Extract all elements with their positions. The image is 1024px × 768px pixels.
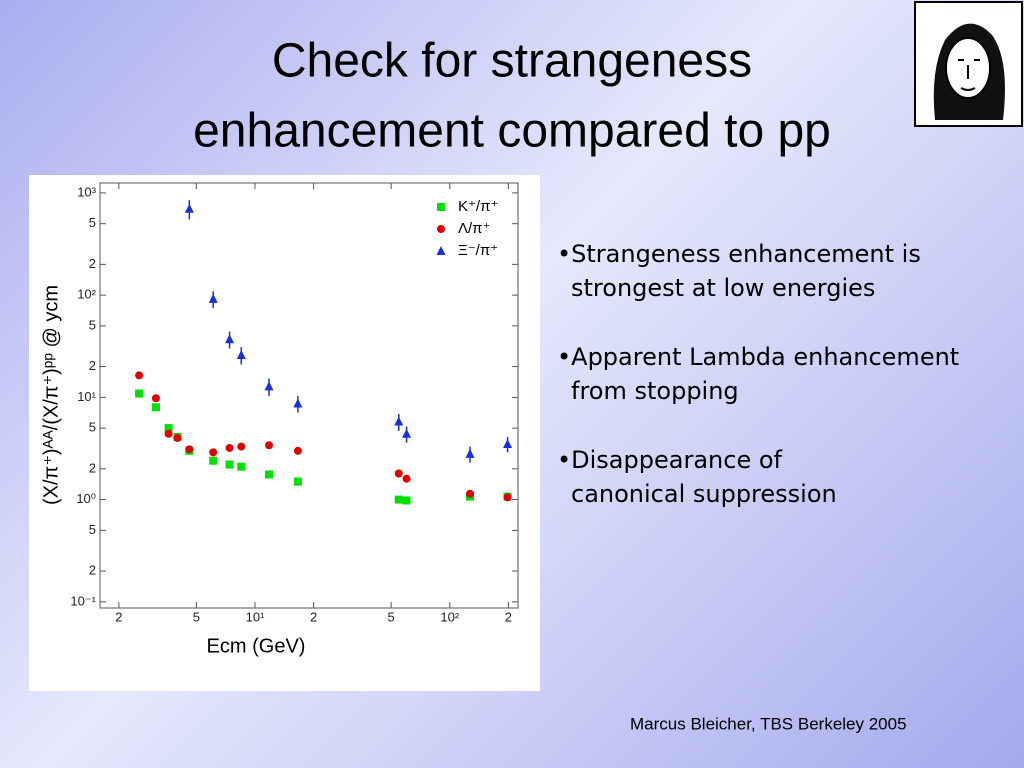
y-tick-label: 5 <box>89 522 96 537</box>
x-tick-label: 10² <box>440 609 459 624</box>
data-point <box>135 371 144 380</box>
bullet: •Strangeness enhancement is <box>557 240 921 268</box>
data-point <box>402 428 412 438</box>
legend-marker <box>437 225 445 233</box>
data-point <box>225 460 234 469</box>
y-tick-label: 10³ <box>77 184 96 199</box>
data-point <box>503 438 513 448</box>
data-point <box>402 474 411 483</box>
data-point <box>394 416 404 426</box>
y-axis-label: (X/π⁺)ᴬᴬ/(X/π⁺)ᵖᵖ @ ycm <box>40 285 62 505</box>
bullet: canonical suppression <box>571 480 837 508</box>
data-point <box>173 434 182 443</box>
y-tick-label: 2 <box>89 358 96 373</box>
slide-title: enhancement compared to pp <box>193 105 831 158</box>
bullet: •Apparent Lambda enhancement <box>557 343 959 371</box>
y-tick-label: 10⁻¹ <box>70 593 96 608</box>
bullet: •Disappearance of <box>557 446 783 474</box>
y-tick-label: 2 <box>89 256 96 271</box>
legend-label: Ξ⁻/π⁺ <box>458 242 498 259</box>
x-tick-label: 2 <box>505 609 512 624</box>
data-point <box>503 493 512 502</box>
x-tick-label: 10¹ <box>246 609 265 624</box>
data-point <box>293 398 303 408</box>
y-tick-label: 2 <box>89 562 96 577</box>
data-point <box>402 496 411 505</box>
legend-marker <box>437 203 445 211</box>
data-point <box>208 293 218 303</box>
data-point <box>225 334 235 344</box>
data-point <box>237 462 246 471</box>
portrait <box>914 1 1023 127</box>
bullet: strongest at low energies <box>571 274 875 302</box>
bullet: from stopping <box>571 377 739 405</box>
x-tick-label: 5 <box>388 609 395 624</box>
y-tick-label: 5 <box>89 317 96 332</box>
legend-label: Λ/π⁺ <box>458 220 490 237</box>
y-tick-label: 10¹ <box>77 389 96 404</box>
y-tick-label: 10⁰ <box>76 491 96 506</box>
data-point <box>293 477 302 486</box>
y-tick-label: 5 <box>89 420 96 435</box>
data-point <box>265 470 274 479</box>
data-point <box>185 445 194 454</box>
chart-panel <box>29 175 540 691</box>
x-tick-label: 2 <box>310 609 317 624</box>
plot-frame <box>99 182 519 609</box>
data-point <box>135 389 144 398</box>
legend-label: K⁺/π⁺ <box>458 198 498 215</box>
y-tick-label: 5 <box>89 215 96 230</box>
data-point <box>237 442 246 451</box>
x-axis-label: Ecm (GeV) <box>207 635 306 657</box>
data-point <box>225 443 234 452</box>
data-point <box>466 489 475 498</box>
data-point <box>265 441 274 450</box>
data-point <box>151 403 160 412</box>
data-point <box>164 424 173 433</box>
slide-title: Check for strangeness <box>272 35 752 88</box>
data-point <box>264 381 274 391</box>
data-point <box>209 448 218 457</box>
y-tick-label: 10² <box>77 287 96 302</box>
legend-marker <box>436 246 446 255</box>
data-point <box>394 495 403 504</box>
y-tick-label: 2 <box>89 460 96 475</box>
data-point <box>293 446 302 455</box>
x-tick-label: 2 <box>115 609 122 624</box>
data-point <box>394 469 403 478</box>
data-point <box>209 456 218 465</box>
data-point <box>184 203 194 213</box>
data-point <box>236 349 246 359</box>
data-point <box>465 448 475 458</box>
footer: Marcus Bleicher, TBS Berkeley 2005 <box>630 714 907 733</box>
data-point <box>151 394 160 403</box>
data-point <box>164 429 173 438</box>
x-tick-label: 5 <box>193 609 200 624</box>
